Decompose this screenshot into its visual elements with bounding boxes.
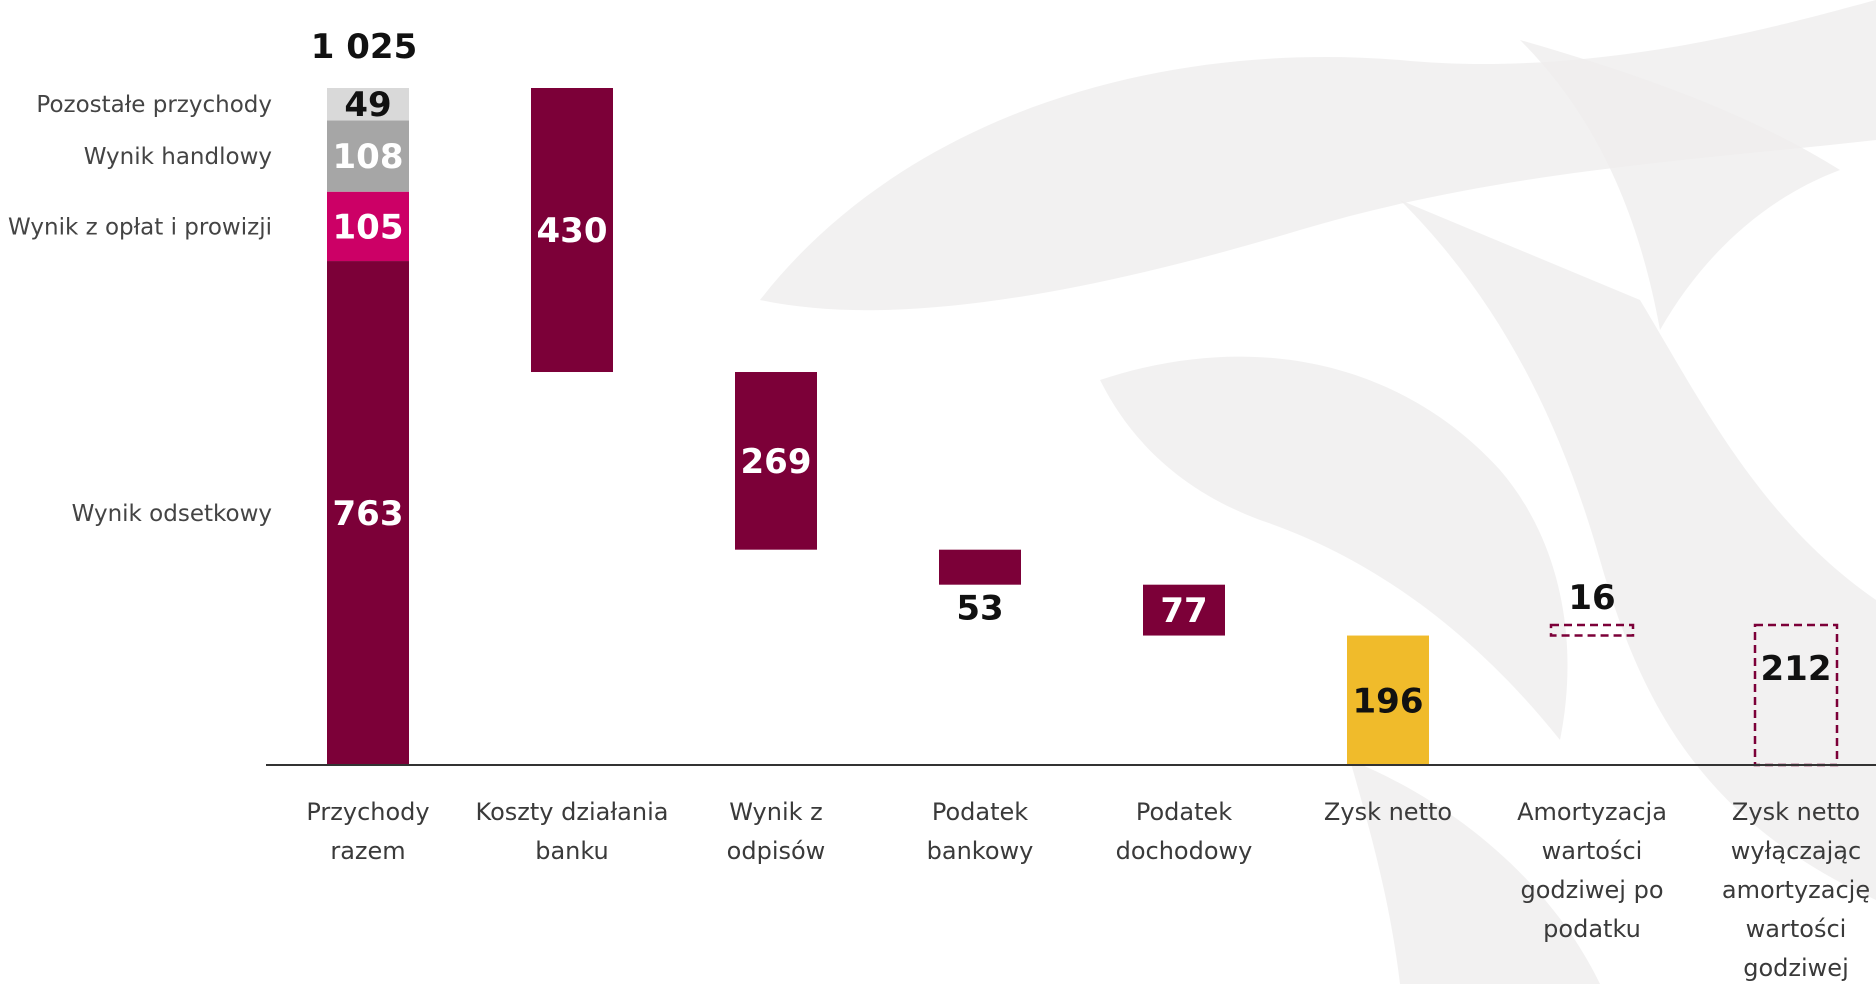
- category-label: Zysk netto wyłączając amortyzację wartości g…: [1722, 798, 1870, 982]
- category-label: Przychody razem: [306, 798, 429, 865]
- stack-segment-bar: [327, 88, 409, 121]
- category-label-line: razem: [330, 837, 405, 865]
- watermark-shape-2: [1100, 356, 1568, 740]
- bar-value-label: 16: [1568, 578, 1615, 618]
- bar-value-label: 430: [537, 211, 608, 251]
- category-label-line: bankowy: [927, 837, 1034, 865]
- chart-bars: [327, 88, 1839, 767]
- waterfall-bar: [1143, 584, 1225, 636]
- category-label: Podatek dochodowy: [1116, 798, 1253, 865]
- category-label: Wynik z odpisów: [727, 798, 826, 865]
- waterfall-bar: [1347, 635, 1429, 765]
- category-label-line: dochodowy: [1116, 837, 1253, 865]
- category-label-line: godziwej: [1743, 954, 1848, 982]
- watermark-shape-3: [1350, 760, 1600, 984]
- stack-total-value: 1 025: [311, 27, 417, 67]
- stack-segment-value: 49: [344, 85, 391, 125]
- category-label-line: odpisów: [727, 837, 826, 865]
- stack-segment-value: 108: [333, 137, 404, 177]
- category-label-line: Wynik z: [729, 798, 823, 826]
- bar-value-label: 53: [956, 589, 1003, 629]
- category-label-line: Podatek: [932, 798, 1028, 826]
- watermark-shape-4: [1520, 40, 1840, 330]
- stack-segment-bar: [327, 191, 409, 262]
- category-label-line: wartości: [1746, 915, 1847, 943]
- bar-value-label: 269: [741, 442, 812, 482]
- waterfall-bar: [531, 88, 613, 373]
- category-label: Koszty działania banku: [476, 798, 669, 865]
- category-label: Zysk netto: [1324, 798, 1452, 826]
- category-label-line: Podatek: [1136, 798, 1232, 826]
- chart-labels: 763 Wynik odsetkowy 105 Wynik z opłat i pro…: [8, 27, 1870, 982]
- category-label: Amortyzacja wartości godziwej po podatku: [1517, 798, 1667, 943]
- category-label-line: amortyzację: [1722, 876, 1870, 904]
- category-label-line: Koszty działania: [476, 798, 669, 826]
- stack-segment-bar: [327, 261, 409, 765]
- category-label-line: Zysk netto: [1324, 798, 1452, 826]
- eagle-watermark: [760, 0, 1876, 984]
- stack-segment-name: Pozostałe przychody: [36, 92, 272, 118]
- category-label-line: godziwej po: [1520, 876, 1663, 904]
- stack-segment-value: 763: [333, 494, 404, 534]
- stack-segment-value: 105: [333, 207, 404, 247]
- stack-segment-name: Wynik z opłat i prowizji: [8, 214, 272, 240]
- category-label: Podatek bankowy: [927, 798, 1034, 865]
- bar-value-label: 77: [1160, 591, 1207, 631]
- bar-value-label: 196: [1353, 681, 1424, 721]
- stack-segment-name: Wynik odsetkowy: [72, 501, 272, 527]
- category-label-line: wyłączając: [1731, 837, 1861, 865]
- watermark-shape-1: [1400, 200, 1876, 900]
- category-label-line: Zysk netto: [1732, 798, 1860, 826]
- waterfall-bar: [735, 372, 817, 550]
- category-label-line: Amortyzacja: [1517, 798, 1667, 826]
- category-label-line: banku: [535, 837, 609, 865]
- stack-segment-bar: [327, 120, 409, 192]
- dashed-bar: [1549, 623, 1635, 637]
- stack-segment-name: Wynik handlowy: [84, 144, 272, 170]
- category-label-line: wartości: [1542, 837, 1643, 865]
- category-label-line: podatku: [1543, 915, 1641, 943]
- waterfall-bar: [939, 549, 1021, 585]
- bar-value-label: 212: [1761, 649, 1832, 689]
- category-label-line: Przychody: [306, 798, 429, 826]
